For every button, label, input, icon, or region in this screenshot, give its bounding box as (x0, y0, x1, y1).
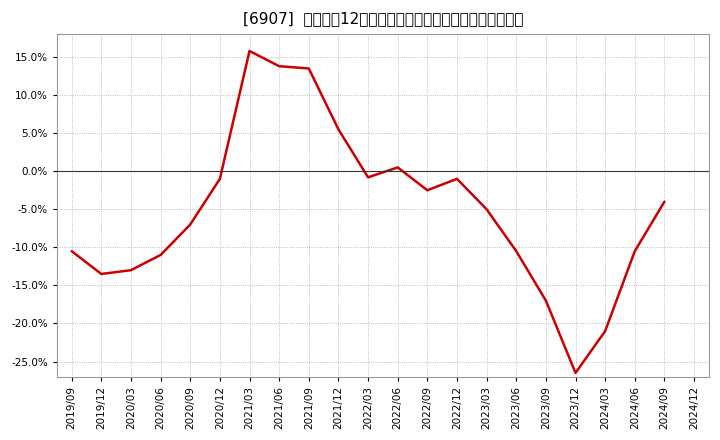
Title: [6907]  売上高の12か月移動合計の対前年同期増減率の推移: [6907] 売上高の12か月移動合計の対前年同期増減率の推移 (243, 11, 523, 26)
